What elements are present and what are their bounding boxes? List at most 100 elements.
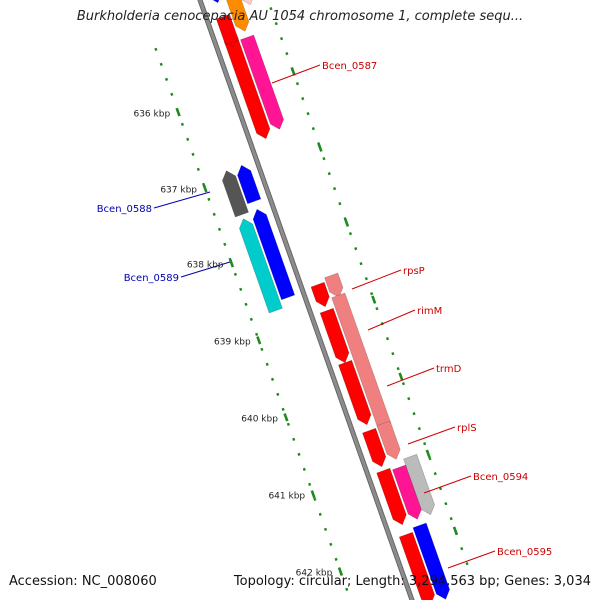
minor-tick-inner [313, 497, 317, 501]
gene-feature-blue[interactable] [205, 0, 222, 4]
gene-feature-red[interactable] [223, 35, 239, 48]
major-tick [175, 108, 181, 117]
minor-tick-outer [385, 337, 390, 341]
minor-tick-outer [301, 97, 305, 101]
minor-tick-inner [308, 482, 312, 486]
label-leader-line [407, 426, 456, 445]
minor-tick-inner [170, 92, 174, 96]
major-tick [337, 567, 343, 576]
gene-label[interactable]: Bcen_0587 [322, 61, 377, 72]
gene-feature-salmon[interactable] [324, 272, 344, 298]
gene-feature-red[interactable] [362, 427, 387, 468]
major-tick [228, 259, 235, 268]
minor-tick-outer [279, 37, 284, 41]
gene-feature-blue[interactable] [252, 208, 296, 301]
minor-tick-inner [281, 407, 285, 411]
minor-tick-outer [438, 487, 443, 491]
minor-tick-inner [217, 227, 222, 231]
label-leader-lines [153, 64, 496, 569]
minor-tick-inner [239, 287, 243, 291]
gene-feature-red[interactable] [376, 467, 407, 526]
minor-tick-inner [191, 152, 195, 156]
minor-tick-inner [249, 317, 253, 321]
gene-feature-red[interactable] [319, 307, 350, 364]
accession-label: Accession: NC_008060 [9, 574, 157, 589]
sequence-summary-label: Topology: circular; Length: 3,294,563 bp… [233, 574, 591, 589]
scale-label: 636 kbp [133, 109, 170, 119]
minor-tick-inner [334, 557, 338, 561]
minor-tick-inner [159, 62, 163, 66]
minor-tick-inner [329, 542, 333, 546]
gene-feature-dark_gray[interactable] [222, 170, 249, 218]
gene-label[interactable]: Bcen_0588 [97, 204, 152, 215]
major-tick [425, 449, 431, 458]
gene-feature-salmon[interactable] [376, 420, 401, 460]
gene-feature-magenta[interactable] [392, 464, 422, 520]
scale-label: 637 kbp [160, 185, 197, 195]
sequence-title: Burkholderia cenocepacia AU 1054 chromos… [76, 9, 524, 24]
minor-tick-outer [460, 547, 464, 551]
minor-tick-outer [407, 397, 411, 401]
gene-label[interactable]: trmD [436, 364, 462, 375]
major-tick [343, 218, 350, 227]
minor-tick-outer [412, 412, 416, 416]
minor-tick-inner [164, 77, 169, 81]
gene-feature-magenta[interactable] [240, 34, 284, 130]
gene-feature-red[interactable] [310, 281, 330, 308]
gene-feature-red[interactable] [215, 13, 271, 140]
minor-tick-outer [375, 307, 379, 311]
gene-label[interactable]: Bcen_0595 [497, 547, 552, 558]
gene-label[interactable]: Bcen_0589 [124, 273, 179, 284]
minor-tick-outer [359, 262, 363, 266]
minor-tick-outer [428, 457, 432, 461]
minor-tick-outer [269, 7, 273, 11]
label-leader-line [153, 191, 211, 209]
minor-tick-outer [433, 472, 437, 476]
major-tick [202, 184, 208, 193]
gene-label[interactable]: rplS [457, 423, 477, 434]
minor-tick-inner [345, 587, 349, 591]
minor-tick-outer [348, 232, 353, 236]
minor-tick-inner [186, 137, 190, 141]
gene-feature-pink[interactable] [233, 0, 254, 6]
major-tick [283, 413, 289, 422]
minor-tick-outer [311, 127, 315, 131]
label-leader-line [423, 475, 472, 494]
gene-feature-blue[interactable] [412, 522, 450, 600]
gene-feature-orange[interactable] [220, 0, 250, 32]
major-tick [317, 143, 323, 152]
gene-label[interactable]: rpsP [403, 266, 425, 277]
major-tick [256, 336, 262, 345]
minor-tick-inner [286, 422, 290, 426]
gene-feature-light_gray[interactable] [403, 453, 435, 516]
minor-tick-inner [180, 122, 184, 126]
minor-tick-inner [212, 212, 216, 216]
tick-marks [154, 7, 469, 591]
gene-feature-cyan[interactable] [239, 218, 283, 314]
minor-tick-outer [465, 562, 469, 566]
gene-label[interactable]: rimM [417, 306, 442, 317]
scale-label: 640 kbp [241, 414, 278, 424]
minor-tick-inner [297, 452, 301, 456]
minor-tick-outer [285, 52, 289, 56]
label-leader-line [271, 64, 321, 84]
gene-label[interactable]: Bcen_0594 [473, 472, 528, 483]
major-tick [310, 490, 316, 499]
minor-tick-outer [417, 427, 421, 431]
gene-feature-blue[interactable] [237, 164, 262, 205]
scale-label: 642 kbp [296, 568, 333, 578]
minor-tick-inner [233, 272, 237, 276]
minor-tick-inner [244, 302, 248, 306]
minor-tick-inner [154, 47, 158, 51]
minor-tick-outer [274, 22, 278, 26]
gene-feature-red[interactable] [338, 359, 372, 426]
minor-tick-outer [391, 352, 395, 356]
minor-tick-inner [276, 392, 280, 396]
minor-tick-inner [302, 467, 306, 471]
minor-tick-outer [306, 112, 310, 116]
scale-label: 639 kbp [214, 337, 251, 347]
minor-tick-inner [223, 242, 227, 246]
gene-features [205, 0, 450, 600]
minor-tick-inner [207, 197, 211, 201]
